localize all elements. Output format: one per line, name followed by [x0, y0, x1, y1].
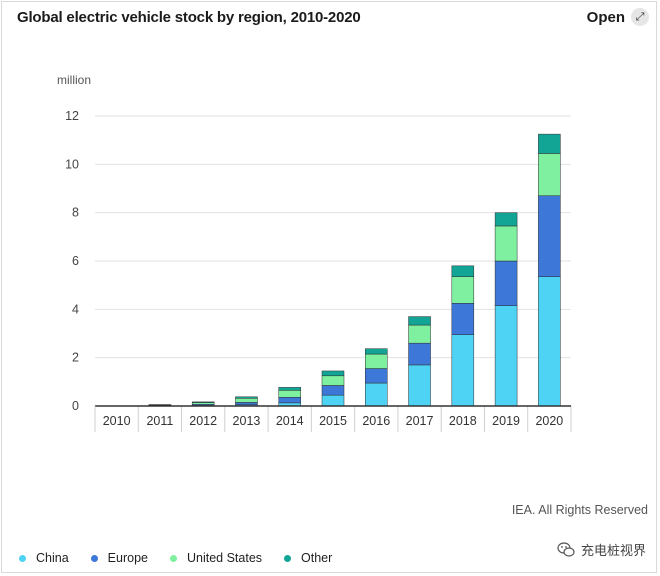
y-tick-label-6: 6 — [72, 254, 79, 268]
credit-text: IEA. All Rights Reserved — [511, 503, 648, 517]
bar-2014-europe — [278, 397, 301, 404]
bar-2019-other — [494, 212, 518, 227]
y-tick-label-4: 4 — [72, 302, 79, 316]
x-tick-label-2013: 2013 — [233, 414, 261, 428]
bar-2016-china — [365, 382, 388, 407]
y-tick-label-10: 10 — [65, 157, 79, 171]
bar-2013-united-states — [235, 398, 258, 403]
bar-2015-united-states — [321, 375, 345, 386]
watermark-text: 充电桩视界 — [580, 543, 646, 558]
bar-2018-other — [451, 265, 475, 277]
bar-2015-europe — [321, 385, 345, 396]
x-tick-label-2016: 2016 — [362, 414, 390, 428]
bar-2020-united-states — [538, 153, 561, 196]
bar-2017-europe — [408, 342, 431, 366]
x-tick-label-2011: 2011 — [146, 414, 173, 428]
bar-2018-europe — [451, 303, 475, 335]
y-tick-label-0: 0 — [72, 399, 79, 413]
legend-label-china: China — [36, 551, 69, 565]
legend-item-united-states[interactable]: United States — [169, 551, 263, 565]
bar-2018-china — [451, 334, 475, 407]
open-label: Open — [586, 8, 625, 26]
bar-2018-united-states — [451, 276, 475, 304]
bar-2020-china — [538, 276, 561, 407]
wechat-icon — [557, 541, 575, 557]
x-tick-label-2010: 2010 — [103, 414, 131, 428]
y-tick-label-8: 8 — [72, 206, 79, 220]
legend-dot-china — [19, 554, 26, 562]
bar-2014-other — [278, 387, 301, 391]
bar-2015-china — [321, 394, 345, 407]
y-tick-label-12: 12 — [65, 109, 79, 123]
bar-2016-other — [365, 348, 388, 355]
watermark: 充电桩视界 — [557, 540, 646, 559]
bar-2013-europe — [235, 402, 258, 406]
bar-2012-united-states — [191, 402, 215, 405]
open-button[interactable]: Open ⤢ — [587, 8, 649, 26]
bar-2017-united-states — [408, 324, 431, 344]
legend-label-other: Other — [301, 551, 333, 565]
x-tick-label-2020: 2020 — [535, 414, 563, 428]
chart-legend: China Europe United States Other — [19, 551, 332, 565]
expand-arrows-icon: ⤢ — [631, 8, 649, 26]
bar-2017-china — [408, 364, 431, 407]
bar-2020-europe — [538, 195, 561, 277]
x-tick-label-2012: 2012 — [189, 414, 217, 428]
x-tick-label-2015: 2015 — [319, 414, 347, 428]
chart-title: Global electric vehicle stock by region,… — [17, 9, 361, 26]
bar-2017-other — [408, 316, 431, 326]
legend-item-europe[interactable]: Europe — [90, 551, 148, 565]
y-tick-label-2: 2 — [72, 351, 79, 365]
bar-2013-other — [235, 396, 258, 399]
bar-2015-other — [321, 370, 345, 377]
bar-2012-other — [191, 401, 215, 403]
legend-label-europe: Europe — [107, 551, 148, 565]
x-tick-label-2014: 2014 — [276, 414, 304, 428]
bar-2016-europe — [365, 368, 388, 384]
bar-2014-united-states — [278, 390, 301, 398]
x-tick-label-2017: 2017 — [406, 414, 434, 428]
bar-2016-united-states — [365, 353, 388, 369]
x-tick-label-2019: 2019 — [492, 414, 520, 428]
bar-2019-china — [494, 305, 518, 407]
bar-2020-other — [538, 133, 561, 154]
bar-2019-europe — [494, 260, 518, 306]
x-tick-label-2018: 2018 — [449, 414, 477, 428]
legend-dot-other — [284, 554, 292, 562]
bar-2019-united-states — [494, 225, 518, 262]
legend-dot-united-states — [169, 554, 177, 562]
legend-item-other[interactable]: Other — [284, 551, 332, 565]
y-axis-unit-label: million — [57, 73, 91, 87]
legend-dot-europe — [90, 554, 98, 562]
legend-item-china[interactable]: China — [19, 551, 69, 565]
legend-label-united-states: United States — [186, 551, 263, 565]
